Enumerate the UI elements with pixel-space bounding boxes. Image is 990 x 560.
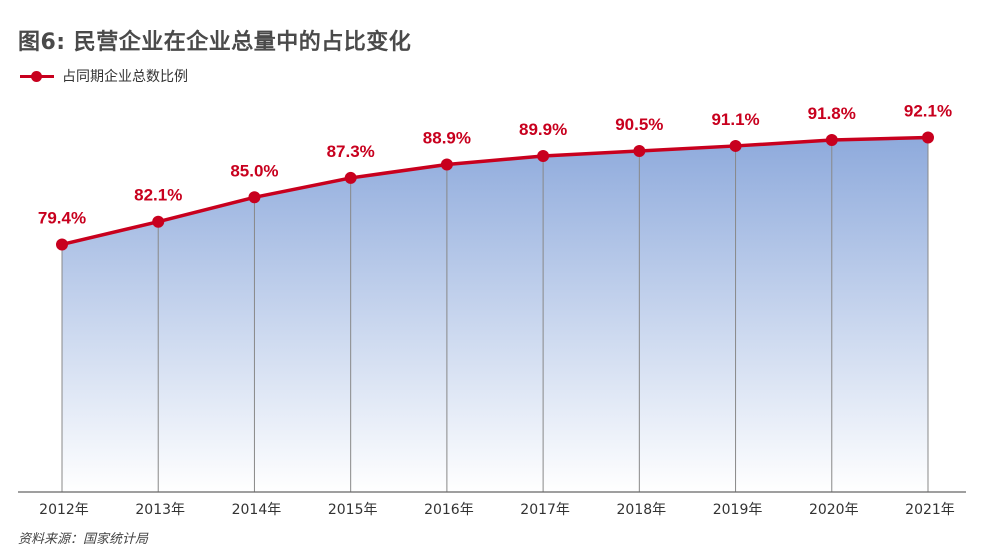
- x-tick-label: 2015年: [328, 502, 378, 518]
- data-label: 79.4%: [38, 208, 86, 227]
- area-fill: [62, 137, 928, 492]
- x-tick-label: 2016年: [424, 502, 474, 518]
- x-tick-label: 2021年: [905, 502, 955, 518]
- x-tick-label: 2012年: [39, 502, 89, 518]
- data-label: 88.9%: [423, 128, 471, 147]
- data-point: [537, 150, 550, 163]
- legend-label: 占同期企业总数比例: [62, 69, 188, 85]
- x-tick-label: 2013年: [135, 502, 185, 518]
- legend-line-marker-icon: [20, 69, 54, 83]
- x-tick-label: 2017年: [520, 502, 570, 518]
- x-tick-label: 2018年: [617, 502, 667, 518]
- series-line: [61, 135, 929, 247]
- data-label: 91.1%: [711, 110, 759, 129]
- data-point: [56, 238, 68, 251]
- x-tick-label: 2019年: [713, 502, 763, 518]
- data-point: [248, 191, 261, 204]
- chart-title: 图6: 民营企业在企业总量中的占比变化: [18, 30, 412, 55]
- data-point: [825, 134, 838, 147]
- data-label: 92.1%: [904, 102, 952, 121]
- data-point: [344, 171, 357, 184]
- data-label: 87.3%: [327, 142, 375, 161]
- x-tick-label: 2014年: [232, 502, 282, 518]
- data-point: [633, 144, 646, 157]
- data-label: 89.9%: [519, 120, 567, 139]
- data-label: 90.5%: [615, 115, 663, 134]
- data-point: [729, 139, 742, 152]
- data-point: [152, 215, 165, 228]
- data-point: [440, 158, 453, 171]
- data-label: 91.8%: [808, 104, 856, 123]
- data-label: 85.0%: [230, 161, 278, 180]
- x-tick-label: 2020年: [809, 502, 859, 518]
- data-label: 82.1%: [134, 186, 182, 205]
- data-point: [922, 131, 934, 144]
- legend: 占同期企业总数比例: [20, 66, 188, 86]
- source-note: 资料来源：国家统计局: [18, 532, 149, 547]
